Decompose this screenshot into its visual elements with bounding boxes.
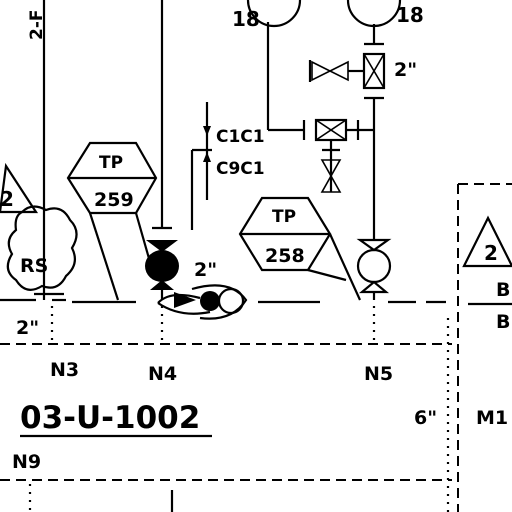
main-process-line <box>0 292 512 306</box>
node-n9: N9 <box>12 451 41 473</box>
size-6in: 6" <box>414 407 437 429</box>
node-n3: N3 <box>50 359 79 381</box>
label-b-lower: B <box>496 311 510 333</box>
line-2f: 2-F <box>27 0 47 300</box>
tag-tp-258-top: TP <box>272 207 296 227</box>
revision-triangle-left: 2 <box>0 162 39 214</box>
label-m1: M1 <box>476 407 508 429</box>
valve-n5 <box>356 238 392 300</box>
line-2f-label: 2-F <box>27 10 47 41</box>
spec-c1c1: C1C1 <box>216 127 265 147</box>
size-18-left: 18 <box>232 7 260 31</box>
valve-group-n4 <box>157 284 248 320</box>
tag-tp-258: TP 258 <box>238 196 362 301</box>
revision-left-number: 2 <box>0 187 14 211</box>
size-2in-mid: 2" <box>194 259 217 281</box>
tag-tp-259: TP 259 <box>66 141 158 301</box>
line-number-block: 03-U-1002 <box>20 400 212 438</box>
tag-tp-259-top: TP <box>99 153 123 173</box>
check-valve-top <box>308 60 364 82</box>
node-n4: N4 <box>148 363 177 385</box>
valve-mid <box>314 118 374 193</box>
spec-c9c1: C9C1 <box>216 159 265 179</box>
area-boundaries <box>0 183 512 512</box>
revision-triangle-right: 2 <box>462 215 512 268</box>
line-number: 03-U-1002 <box>20 400 200 436</box>
size-18-right: 18 <box>396 3 424 27</box>
tag-tp-258-bottom: 258 <box>265 245 305 267</box>
equipment-top-left: 18 <box>232 0 302 31</box>
tag-tp-259-bottom: 259 <box>94 189 134 211</box>
size-2in-top-right: 2" <box>394 59 417 81</box>
size-2in-left: 2" <box>16 317 39 339</box>
equipment-top-right: 18 <box>346 0 424 28</box>
rs-label: RS <box>20 255 48 277</box>
control-valve-n4: 2" <box>145 240 217 300</box>
rs-cloud: RS <box>6 205 78 291</box>
node-n5: N5 <box>364 363 393 385</box>
revision-right-number: 2 <box>484 241 498 265</box>
label-b-upper: B <box>496 279 510 301</box>
spec-break: C1C1 C9C1 <box>190 102 265 230</box>
